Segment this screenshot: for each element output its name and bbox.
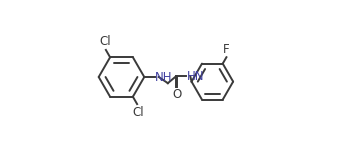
Text: Cl: Cl	[99, 35, 111, 48]
Text: Cl: Cl	[132, 106, 144, 119]
Text: O: O	[172, 88, 181, 101]
Text: HN: HN	[187, 70, 204, 83]
Text: F: F	[223, 43, 230, 56]
Text: NH: NH	[155, 71, 173, 83]
